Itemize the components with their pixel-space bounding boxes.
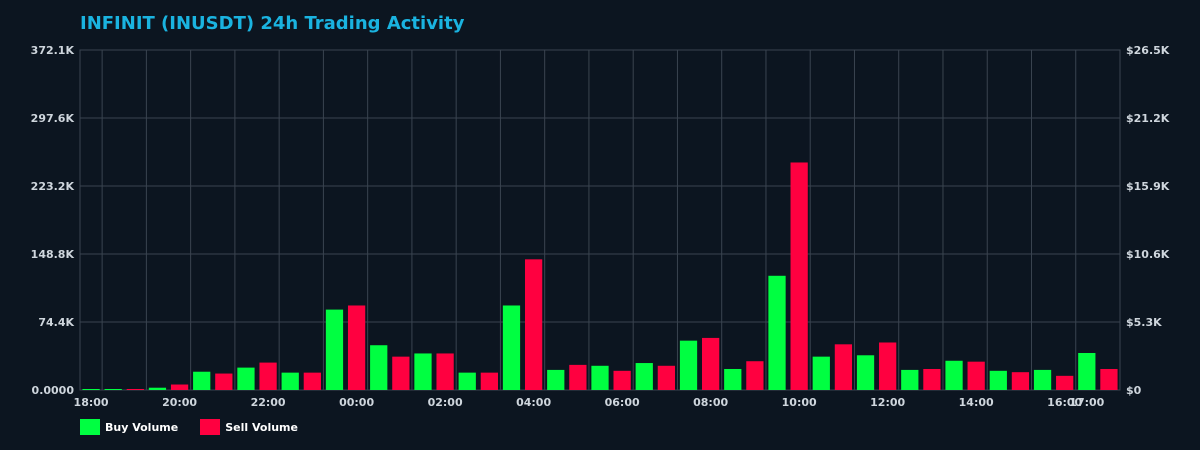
sell-volume-bar	[702, 337, 720, 390]
sell-volume-bar	[303, 372, 321, 390]
x-tick-label: 17:00	[1069, 396, 1104, 409]
x-tick-label: 04:00	[516, 396, 551, 409]
sell-volume-bar	[347, 305, 366, 390]
legend-label-buy: Buy Volume	[105, 420, 179, 434]
buy-volume-bar	[856, 355, 875, 390]
buy-volume-bar	[945, 360, 963, 390]
y-right-tick-label: $26.5K	[1126, 44, 1170, 57]
legend-item-sell[interactable]: Sell Volume	[200, 419, 298, 435]
sell-volume-bar	[215, 373, 233, 390]
sell-volume-bar	[1011, 372, 1030, 390]
buy-volume-bar	[591, 365, 609, 390]
y-right-tick-label: $10.6K	[1126, 248, 1170, 261]
y-left-tick-label: 297.6K	[31, 112, 75, 125]
x-tick-label: 22:00	[251, 396, 286, 409]
sell-volume-bar	[569, 364, 587, 390]
legend-swatch-buy	[80, 419, 100, 435]
x-tick-label: 20:00	[162, 396, 197, 409]
buy-volume-bar	[104, 389, 122, 390]
legend: Buy Volume Sell Volume	[80, 419, 298, 435]
x-tick-label: 02:00	[428, 396, 463, 409]
sell-volume-bar	[1056, 375, 1074, 390]
y-left-tick-label: 223.2K	[31, 180, 75, 193]
x-tick-label: 06:00	[605, 396, 640, 409]
sell-volume-bar	[392, 356, 410, 390]
x-tick-label: 00:00	[339, 396, 374, 409]
legend-label-sell: Sell Volume	[225, 420, 298, 434]
buy-volume-bar	[989, 370, 1007, 390]
buy-volume-bar	[148, 387, 167, 390]
sell-volume-bar	[259, 362, 277, 390]
buy-volume-bar	[281, 372, 299, 390]
x-tick-label: 12:00	[870, 396, 905, 409]
axis-labels: 0.0000 $0 74.4K $5.3K 148.8K $10.6K 223.2K $15.…	[31, 44, 1170, 409]
buy-volume-bar	[1033, 369, 1052, 390]
x-tick-label: 16:00	[1047, 396, 1082, 409]
x-tick-label: 08:00	[693, 396, 728, 409]
x-tick-label: 14:00	[959, 396, 994, 409]
buy-volume-bar	[325, 309, 344, 390]
buy-volume-bar	[82, 389, 100, 390]
sell-volume-bar	[524, 259, 543, 390]
sell-volume-bar	[1100, 368, 1118, 390]
sell-volume-bar	[834, 344, 853, 390]
sell-volume-bar	[923, 368, 941, 390]
chart-title: INFINIT (INUSDT) 24h Trading Activity	[80, 13, 465, 34]
legend-swatch-sell	[200, 419, 221, 435]
buy-volume-bar	[679, 340, 698, 390]
sell-volume-bar	[879, 342, 897, 390]
sell-volume-bar	[436, 353, 454, 390]
y-right-tick-label: $15.9K	[1126, 180, 1170, 193]
x-tick-label: 10:00	[782, 396, 817, 409]
legend-item-buy[interactable]: Buy Volume	[80, 419, 178, 435]
y-right-tick-label: $0	[1126, 384, 1142, 397]
y-left-tick-label: 0.0000	[32, 384, 75, 397]
buy-volume-bar	[768, 275, 786, 390]
bars	[82, 162, 1118, 390]
buy-volume-bar	[370, 345, 388, 390]
buy-volume-bar	[502, 305, 521, 390]
y-left-tick-label: 74.4K	[38, 316, 74, 329]
sell-volume-bar	[126, 389, 144, 390]
sell-volume-bar	[967, 361, 985, 390]
x-tick-label: 18:00	[74, 396, 109, 409]
buy-volume-bar	[635, 363, 653, 390]
sell-volume-bar	[746, 361, 764, 390]
y-right-tick-label: $5.3K	[1126, 316, 1162, 329]
buy-volume-bar	[1078, 352, 1096, 390]
buy-volume-bar	[547, 369, 565, 390]
buy-volume-bar	[414, 353, 432, 390]
sell-volume-bar	[657, 365, 676, 390]
buy-volume-bar	[237, 367, 255, 390]
sell-volume-bar	[480, 372, 498, 390]
y-right-tick-label: $21.2K	[1126, 112, 1170, 125]
buy-volume-bar	[724, 368, 742, 390]
buy-volume-bar	[812, 356, 830, 390]
y-left-tick-label: 148.8K	[31, 248, 75, 261]
y-left-tick-label: 372.1K	[31, 44, 75, 57]
buy-volume-bar	[458, 372, 476, 390]
sell-volume-bar	[790, 162, 808, 390]
buy-volume-bar	[193, 371, 211, 390]
grid-lines	[79, 49, 1121, 391]
plot-frame	[79, 49, 1121, 391]
sell-volume-bar	[170, 384, 189, 390]
buy-volume-bar	[901, 369, 919, 390]
sell-volume-bar	[613, 370, 631, 390]
